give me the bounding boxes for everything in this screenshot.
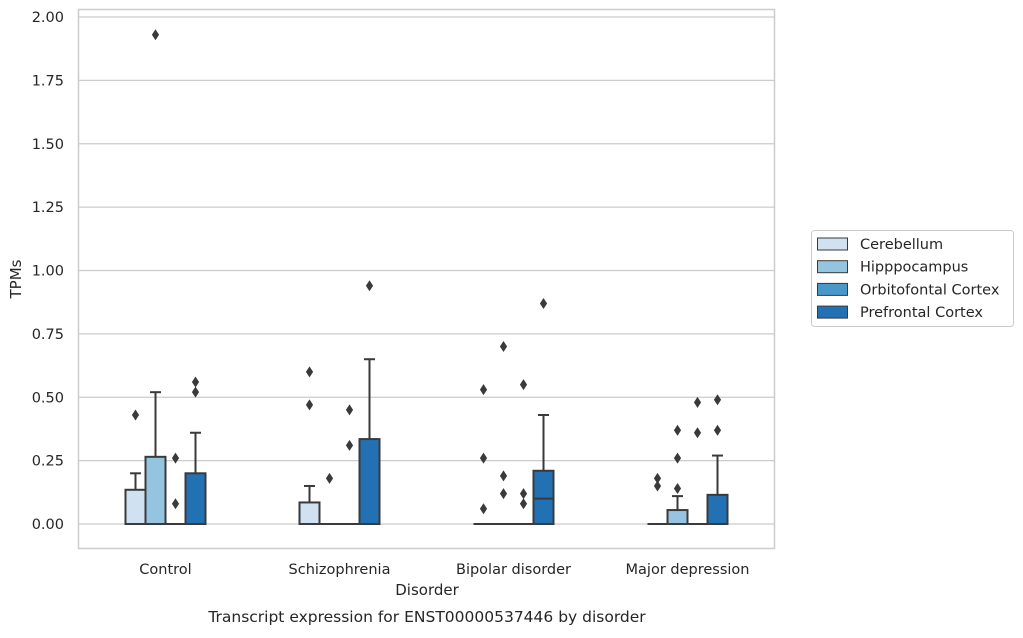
box-1-0 — [298, 484, 321, 526]
y-tick-label: 1.75 — [32, 73, 64, 89]
legend-items: Cerebellum Hipppocampus Orbitofontal Corte… — [817, 237, 1000, 321]
outlier-point — [191, 376, 200, 388]
box-2-3 — [532, 413, 555, 526]
legend-swatch — [817, 237, 848, 251]
outlier-point — [365, 280, 374, 292]
box-body — [532, 469, 555, 526]
x-tick-label: Control — [139, 562, 191, 578]
outlier-point — [693, 396, 702, 408]
outlier-point — [345, 439, 354, 451]
y-tick-label: 0.25 — [32, 454, 64, 470]
outlier-point — [479, 503, 488, 515]
box-body — [666, 509, 689, 525]
legend-label: Prefrontal Cortex — [860, 305, 983, 321]
x-tick-label: Major depression — [626, 562, 750, 578]
legend-label: Hipppocampus — [860, 260, 968, 276]
y-tick-label: 1.00 — [32, 264, 64, 280]
y-tick-label: 0.00 — [32, 517, 64, 533]
y-tick-label: 0.75 — [32, 327, 64, 343]
outlier-point — [653, 480, 662, 492]
legend-label: Cerebellum — [860, 237, 943, 253]
gridlines — [78, 16, 775, 525]
outlier-point — [519, 379, 528, 391]
boxes — [124, 358, 729, 526]
outlier-point — [499, 470, 508, 482]
y-tick-labels: 0.00 0.25 0.50 0.75 1.00 1.25 1.50 1.75 2.00 — [32, 10, 64, 533]
box-body — [144, 455, 167, 526]
box-3-3 — [706, 454, 729, 526]
outlier-point — [499, 488, 508, 500]
outlier-point — [479, 452, 488, 464]
plot-area-frame — [77, 8, 776, 550]
outliers — [131, 29, 722, 515]
outlier-point — [673, 483, 682, 495]
legend-swatch — [817, 305, 848, 319]
outlier-point — [345, 404, 354, 416]
outlier-point — [713, 394, 722, 406]
outlier-point — [673, 424, 682, 436]
outlier-point — [479, 384, 488, 396]
y-axis-label: TPMs — [7, 259, 25, 299]
legend-swatch — [817, 282, 848, 296]
x-axis-label: Disorder — [395, 581, 459, 599]
chart-caption: Transcript expression for ENST0000053744… — [207, 608, 646, 626]
outlier-point — [191, 386, 200, 398]
y-tick-label: 2.00 — [32, 10, 64, 26]
legend: Cerebellum Hipppocampus Orbitofontal Corte… — [811, 230, 1014, 327]
box-body — [124, 488, 147, 525]
x-tick-label: Bipolar disorder — [456, 562, 571, 578]
y-tick-label: 0.50 — [32, 390, 64, 406]
legend-swatch — [817, 260, 848, 274]
box-1-3 — [358, 358, 381, 526]
outlier-point — [673, 452, 682, 464]
outlier-point — [151, 29, 160, 41]
outlier-point — [693, 427, 702, 439]
box-3-1 — [666, 495, 689, 525]
box-body — [358, 438, 381, 526]
outlier-point — [131, 409, 140, 421]
outlier-point — [653, 472, 662, 484]
y-tick-label: 1.25 — [32, 200, 64, 216]
outlier-point — [305, 399, 314, 411]
outlier-point — [539, 297, 548, 309]
box-0-0 — [124, 472, 147, 525]
x-tick-labels: Control Schizophrenia Bipolar disorder Majo… — [139, 562, 749, 578]
box-body — [298, 501, 321, 526]
legend-label: Orbitofontal Cortex — [860, 282, 1000, 298]
box-0-3 — [184, 431, 207, 525]
box-0-1 — [144, 391, 167, 526]
outlier-point — [171, 452, 180, 464]
legend-frame — [811, 230, 1014, 327]
x-tick-label: Schizophrenia — [289, 562, 391, 578]
outlier-point — [713, 424, 722, 436]
outlier-point — [171, 498, 180, 510]
outlier-point — [305, 366, 314, 378]
outlier-point — [519, 498, 528, 510]
outlier-point — [325, 472, 334, 484]
outlier-point — [519, 488, 528, 500]
outlier-point — [499, 341, 508, 353]
box-body — [706, 493, 729, 526]
box-body — [184, 472, 207, 525]
y-tick-label: 1.50 — [32, 137, 64, 153]
